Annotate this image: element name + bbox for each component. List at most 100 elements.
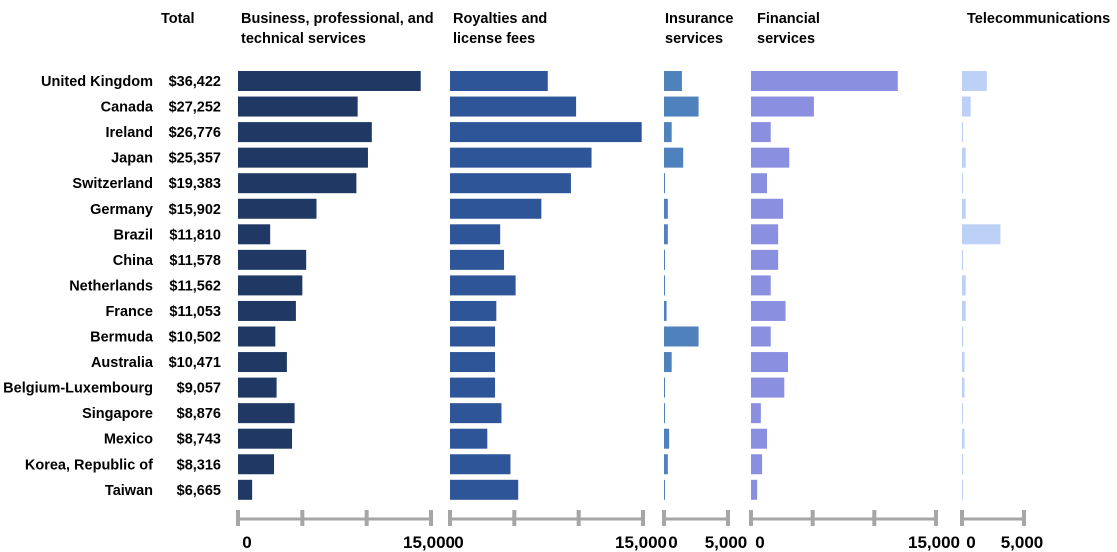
bar [450,326,496,347]
bar [238,173,357,194]
x-tick-label: 15,000 [403,533,455,552]
total-value-label: $10,502 [169,330,221,346]
bar [664,173,665,194]
bar [238,71,421,91]
bar [450,147,592,168]
bar [238,352,287,373]
bar [962,173,963,194]
bar [664,428,670,449]
series-header: Financial [757,11,820,27]
country-label: Korea, Republic of [25,457,153,473]
bar [962,198,966,219]
bar [238,224,271,245]
bar [962,352,965,373]
bar [664,377,665,398]
country-label: Netherlands [69,278,153,294]
bar [450,403,502,424]
series-header: Royalties and [453,11,547,27]
bar [664,198,668,219]
bar [751,249,779,270]
total-value-label: $8,316 [177,457,221,473]
bar [664,122,672,143]
bar [962,403,963,424]
bar [962,122,963,143]
series-header: services [757,31,815,47]
bar [664,96,699,117]
bar [962,326,964,347]
total-value-label: $11,053 [169,304,221,320]
bar [751,173,768,194]
bar [751,326,771,347]
x-tick-label: 5,000 [705,533,748,552]
total-value-label: $10,471 [169,355,221,371]
bar [450,173,571,194]
bar [751,275,771,296]
bar [962,147,966,168]
country-label: Taiwan [105,483,153,499]
bar [751,479,758,500]
bar [962,71,987,91]
bar [238,403,295,424]
country-label: Belgium-Luxembourg [3,381,153,397]
bar [962,249,963,270]
country-label: Canada [101,100,154,116]
country-label: United Kingdom [41,74,153,90]
country-label: Switzerland [72,176,153,192]
country-label: Mexico [104,432,153,448]
bar [450,275,516,296]
bar [664,224,668,245]
bar [751,300,786,321]
bar [751,352,788,373]
bar [238,300,296,321]
bar [238,147,368,168]
series-panel: Business, professional, and technical ser… [236,11,455,552]
bar [664,275,665,296]
total-value-label: $8,743 [177,432,221,448]
bar [450,198,542,219]
series-header: license fees [453,31,535,47]
bar [664,403,665,424]
bar [751,71,898,91]
country-label: Japan [111,151,153,167]
bar [751,198,784,219]
bar [664,147,684,168]
x-tick-label: 0 [454,533,463,552]
country-label: France [105,304,153,320]
bar [664,479,665,500]
x-tick-label: 15,000 [615,533,667,552]
total-value-label: $27,252 [169,100,221,116]
country-label: Australia [91,355,154,371]
bar [450,352,496,373]
x-tick-label: 0 [668,533,677,552]
bar [238,198,317,219]
total-value-label: $9,057 [177,381,221,397]
total-value-label: $6,665 [177,483,221,499]
total-value-label: $8,876 [177,406,221,422]
total-column-header: Total [161,11,195,27]
bar [751,224,779,245]
bar [664,300,667,321]
series-header: services [665,31,723,47]
x-tick-label: 15,000 [908,533,960,552]
bar [450,479,519,500]
bar [238,249,307,270]
bar [962,275,966,296]
bar [238,428,293,449]
bar [450,454,511,475]
bar [238,326,276,347]
country-label: China [113,253,154,269]
bar [751,454,763,475]
bar [238,377,277,398]
bar [238,479,253,500]
country-label: Brazil [114,227,154,243]
total-value-label: $11,562 [169,278,221,294]
total-value-label: $36,422 [169,74,221,90]
bar [664,71,682,91]
series-header: technical services [241,31,366,47]
country-label: Bermuda [90,330,154,346]
bar [450,122,642,143]
bar [664,352,672,373]
bar [751,428,768,449]
bar [962,428,965,449]
series-header: Business, professional, and [241,11,434,27]
